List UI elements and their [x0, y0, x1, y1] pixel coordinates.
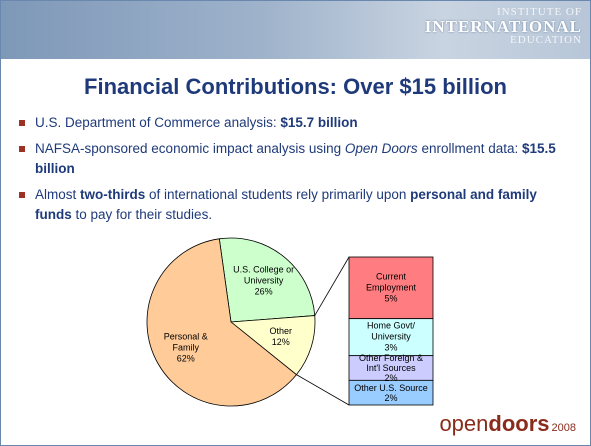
bullet-text: personal and family funds [35, 187, 537, 222]
bar-segment [348, 256, 434, 320]
connector [314, 256, 350, 316]
footer-doors: doors [488, 411, 550, 436]
bar-segment [348, 318, 434, 357]
bullet-text: of international students rely primarily… [145, 187, 411, 202]
pie-slice [218, 237, 316, 323]
bullet-text: U.S. Department of Commerce analysis: [35, 115, 281, 130]
bar-segment [348, 379, 434, 406]
bullet: NAFSA-sponsored economic impact analysis… [17, 139, 577, 179]
value-label: 3% [384, 342, 398, 353]
category-label: Other U.S. Source [354, 382, 428, 393]
category-label: Home Govt/ University [366, 320, 415, 342]
bullet: U.S. Department of Commerce analysis: $1… [17, 113, 577, 133]
data-label: Other Foreign & Int'l Sources 2% [351, 353, 431, 383]
bar-segment [348, 355, 434, 381]
data-label: Current Employment 5% [351, 271, 431, 304]
bullet-text: NAFSA-sponsored economic impact analysis… [35, 141, 345, 156]
data-label: Other U.S. Source 2% [351, 383, 431, 403]
value-label: 62% [176, 353, 195, 364]
bullet-list: U.S. Department of Commerce analysis: $1… [17, 113, 577, 231]
pie-slice [229, 315, 316, 376]
bullet: Almost two-thirds of international stude… [17, 185, 577, 225]
category-label: U.S. College or University [233, 264, 295, 286]
connector [296, 374, 350, 406]
data-label: Other 12% [264, 326, 298, 348]
category-label: Current Employment [365, 271, 417, 293]
slide-title: Financial Contributions: Over $15 billio… [84, 74, 507, 99]
value-label: 12% [271, 337, 290, 348]
bullet-text: Almost [35, 187, 81, 202]
footer-year: 2008 [551, 422, 576, 434]
logo-line: INSTITUTE OF [496, 6, 582, 18]
footer-open: open [439, 411, 489, 436]
data-label: Home Govt/ University 3% [351, 321, 431, 354]
logo-line: EDUCATION [510, 34, 582, 46]
bullet-text: Open Doors [344, 141, 418, 156]
category-label: Other Foreign & Int'l Sources [358, 353, 424, 373]
bullet-text: to pay for their studies. [71, 207, 213, 222]
bullet-text: $15.7 billion [280, 115, 358, 130]
data-label: Personal & Family 62% [155, 331, 217, 364]
category-label: Other [269, 326, 292, 337]
footer-logo: opendoors 2008 [439, 411, 576, 437]
value-label: 26% [254, 286, 273, 297]
logo: INSTITUTE OF INTERNATIONAL EDUCATION [425, 7, 582, 46]
value-label: 2% [384, 392, 398, 403]
value-label: 2% [384, 373, 398, 383]
bullet-text: two-thirds [80, 187, 146, 202]
bullet-text: $15.5 billion [35, 141, 556, 176]
logo-line: INTERNATIONAL [424, 17, 582, 36]
bullet-text: enrollment data: [417, 141, 522, 156]
data-label: U.S. College or University 26% [233, 265, 295, 298]
value-label: 5% [384, 293, 398, 304]
pie-slice [146, 238, 298, 407]
category-label: Personal & Family [163, 331, 208, 353]
header-band [1, 1, 590, 59]
